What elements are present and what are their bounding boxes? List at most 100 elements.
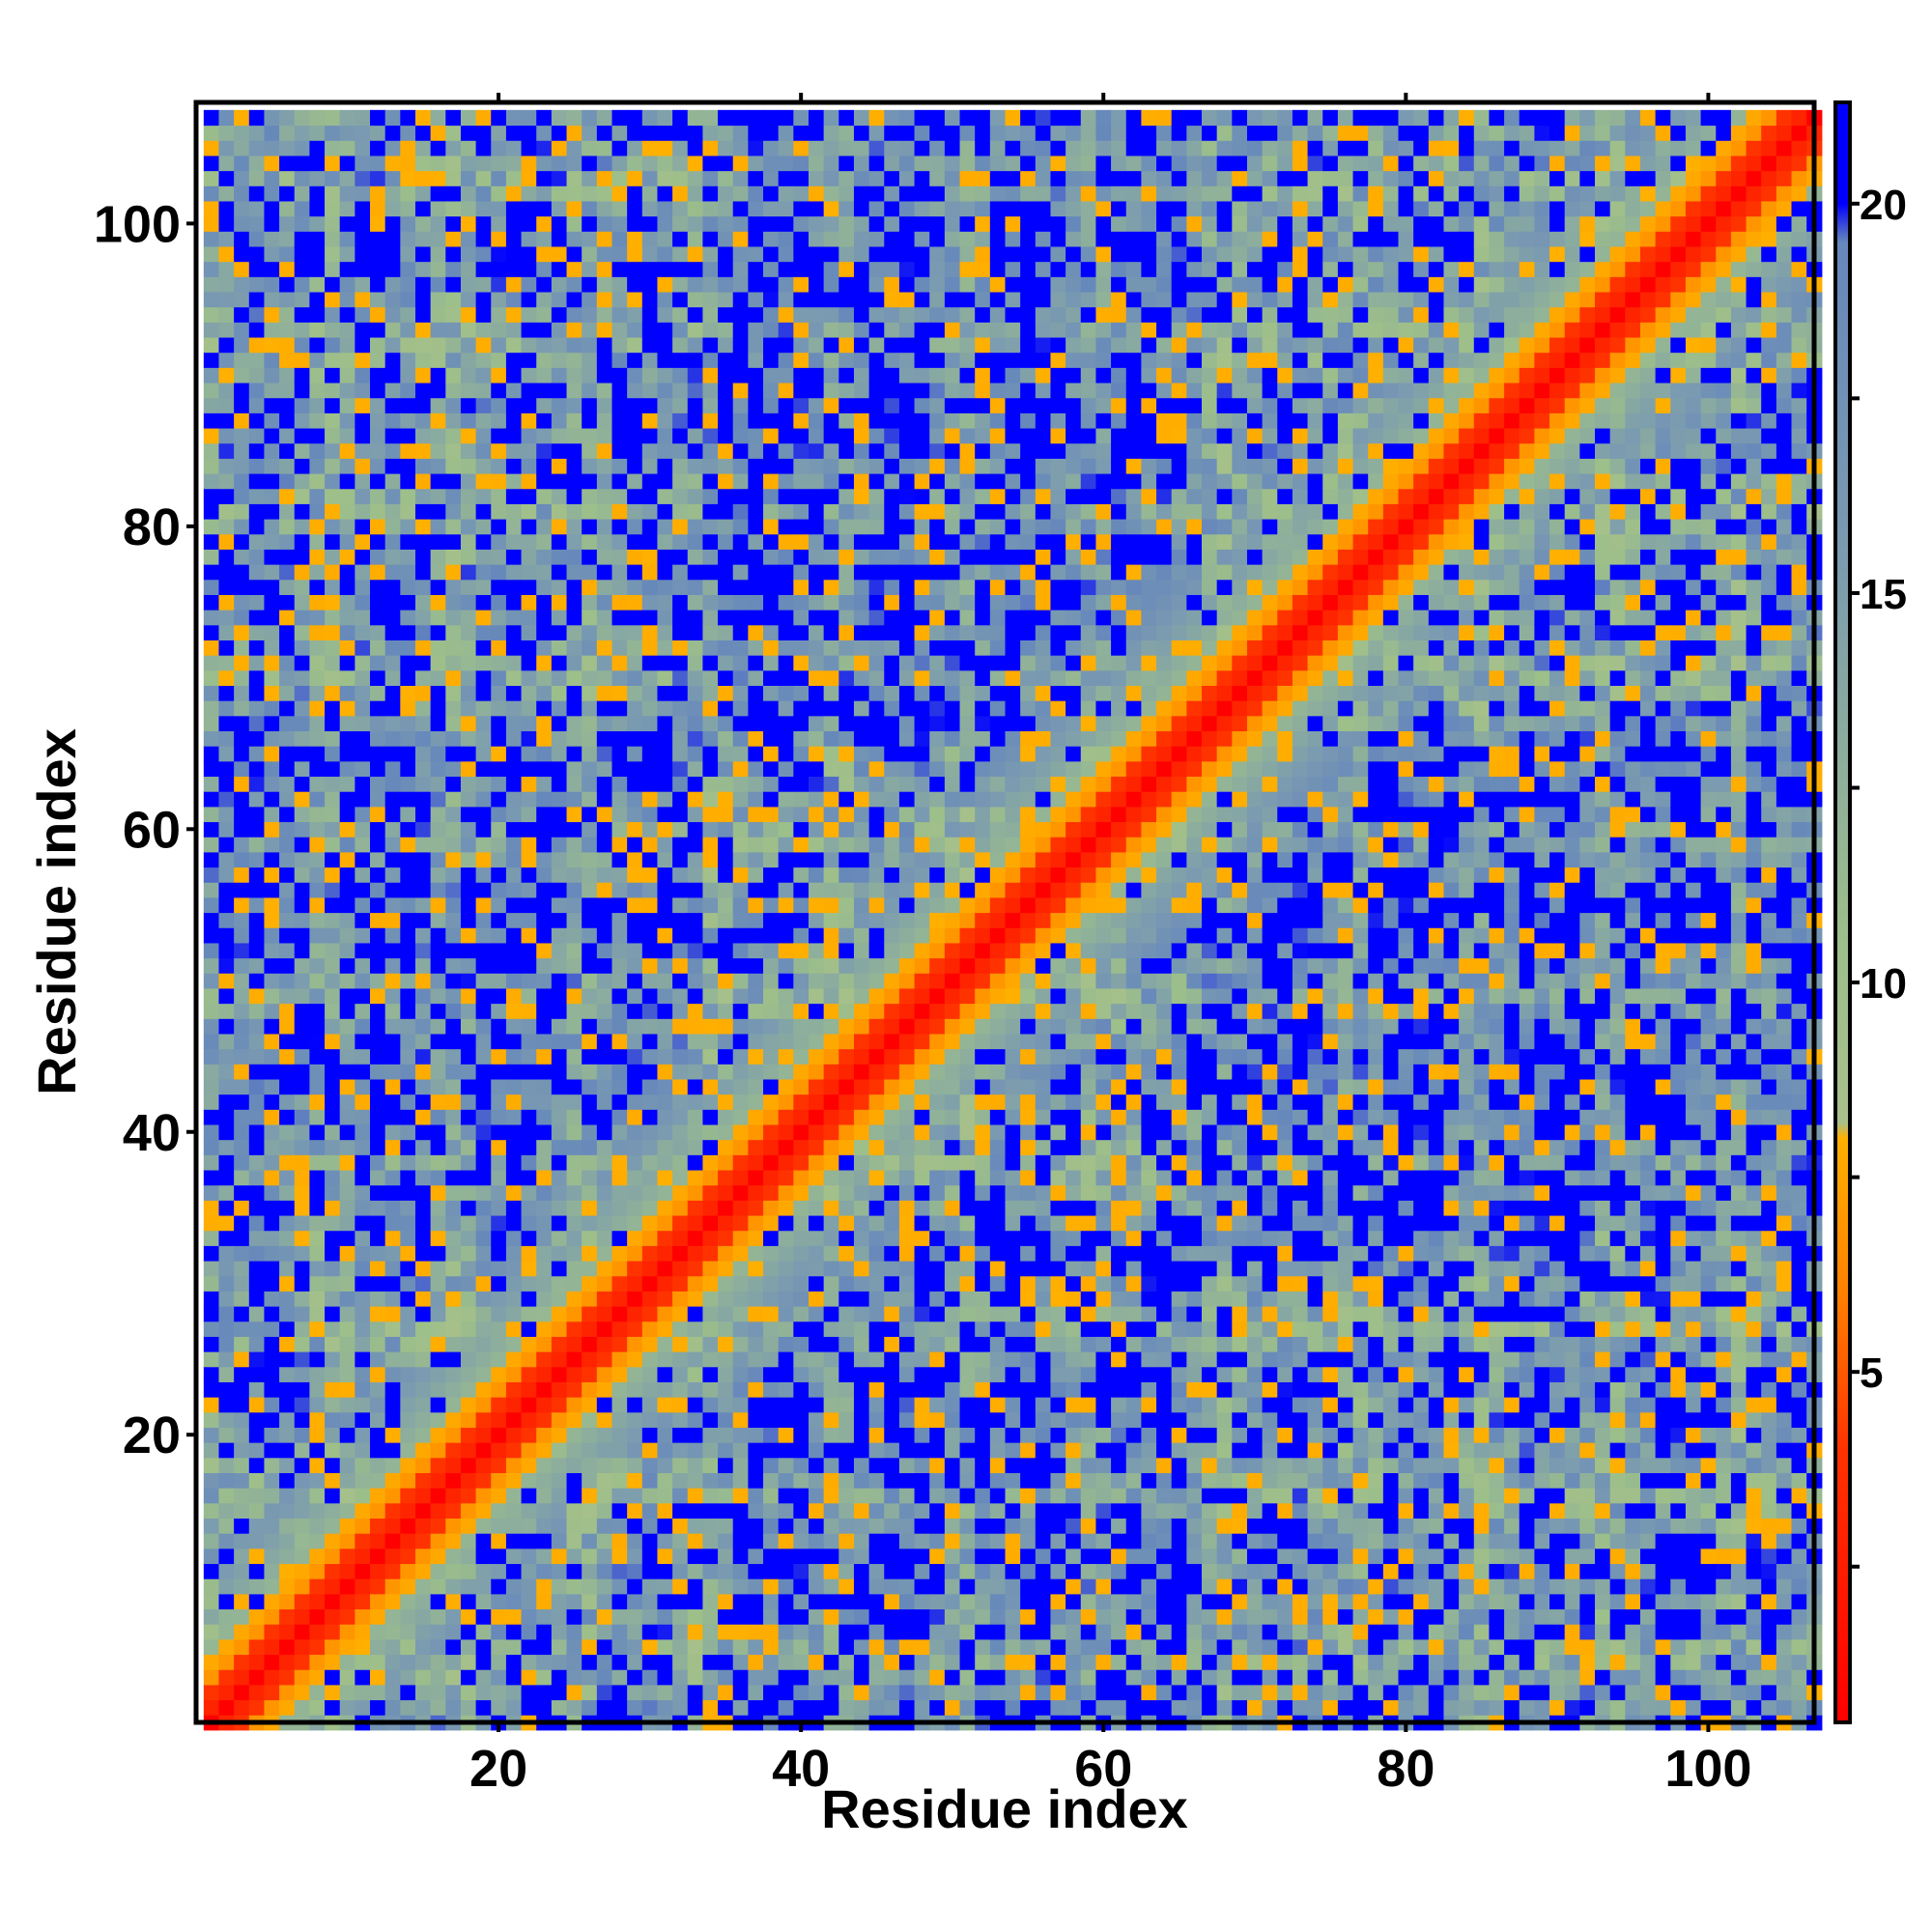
heatmap-cell: [264, 367, 280, 384]
heatmap-cell: [521, 730, 537, 747]
heatmap-cell: [279, 957, 296, 974]
heatmap-cell: [687, 1699, 704, 1716]
heatmap-cell: [400, 1457, 416, 1473]
heatmap-cell: [884, 1064, 900, 1080]
heatmap-cell: [763, 519, 780, 535]
heatmap-cell: [475, 669, 492, 686]
heatmap-cell: [339, 200, 355, 217]
heatmap-cell: [566, 1654, 582, 1670]
heatmap-cell: [279, 231, 296, 247]
heatmap-cell: [505, 896, 523, 914]
heatmap-cell: [491, 715, 507, 732]
heatmap-cell: [203, 760, 220, 778]
heatmap-cell: [505, 125, 523, 141]
heatmap-cell: [672, 896, 689, 914]
heatmap-cell: [748, 442, 764, 459]
heatmap-cell: [325, 427, 341, 444]
heatmap-cell: [445, 1109, 462, 1125]
heatmap-cell: [566, 639, 582, 656]
heatmap-cell: [370, 564, 386, 581]
heatmap-cell: [430, 821, 446, 838]
heatmap-cell: [551, 806, 568, 823]
heatmap-cell: [582, 1638, 598, 1656]
heatmap-cell: [430, 322, 446, 338]
heatmap-cell: [414, 806, 432, 823]
heatmap-cell: [536, 322, 553, 338]
heatmap-cell: [853, 1321, 870, 1337]
heatmap-cell: [732, 1654, 749, 1670]
heatmap-cell: [702, 1123, 719, 1141]
heatmap-cell: [884, 973, 900, 989]
heatmap-cell: [475, 1033, 492, 1050]
heatmap-cell: [718, 1048, 734, 1065]
heatmap-cell: [248, 760, 266, 778]
heatmap-cell: [718, 276, 734, 293]
heatmap-cell: [868, 1669, 885, 1686]
heatmap-cell: [641, 821, 659, 838]
heatmap-cell: [657, 1291, 673, 1307]
heatmap-cell: [430, 306, 446, 323]
heatmap-cell: [718, 1200, 734, 1216]
heatmap-cell: [778, 610, 794, 626]
heatmap-cell: [491, 1533, 507, 1549]
heatmap-cell: [536, 1427, 553, 1443]
heatmap-cell: [763, 685, 780, 701]
heatmap-cell: [279, 610, 296, 626]
heatmap-cell: [884, 1169, 900, 1186]
heatmap-cell: [566, 1214, 582, 1232]
heatmap-cell: [868, 1351, 885, 1368]
heatmap-cell: [853, 639, 870, 656]
heatmap-cell: [445, 1669, 462, 1686]
heatmap-cell: [763, 245, 780, 263]
heatmap-cell: [264, 155, 280, 172]
heatmap-cell: [460, 1123, 477, 1141]
heatmap-cell: [264, 896, 280, 914]
heatmap-cell: [445, 140, 462, 156]
heatmap-cell: [627, 276, 643, 293]
heatmap-cell: [203, 1109, 220, 1125]
heatmap-cell: [641, 594, 659, 611]
heatmap-cell: [627, 245, 643, 263]
heatmap-cell: [384, 957, 401, 974]
heatmap-cell: [264, 912, 280, 928]
heatmap-cell: [627, 231, 643, 247]
heatmap-cell: [657, 1033, 673, 1050]
heatmap-cell: [445, 806, 462, 823]
heatmap-cell: [582, 1123, 598, 1141]
heatmap-cell: [414, 1351, 432, 1368]
heatmap-cell: [611, 322, 628, 338]
heatmap-cell: [898, 730, 916, 747]
heatmap-cell: [793, 821, 810, 838]
heatmap-cell: [445, 549, 462, 565]
heatmap-cell: [445, 1275, 462, 1292]
heatmap-cell: [702, 1684, 719, 1701]
heatmap-cell: [778, 760, 794, 778]
heatmap-cell: [611, 1638, 628, 1656]
heatmap-cell: [460, 1502, 477, 1520]
heatmap-cell: [430, 942, 446, 959]
heatmap-cell: [838, 125, 855, 141]
heatmap-cell: [868, 1563, 885, 1579]
heatmap-cell: [384, 1427, 401, 1443]
heatmap-cell: [611, 245, 628, 263]
heatmap-cell: [672, 715, 689, 732]
heatmap-cell: [641, 896, 659, 914]
heatmap-cell: [718, 746, 734, 762]
heatmap-cell: [475, 245, 492, 263]
heatmap-cell: [475, 1321, 492, 1337]
heatmap-cell: [460, 1397, 477, 1413]
heatmap-cell: [203, 200, 220, 217]
heatmap-cell: [505, 472, 523, 490]
heatmap-cell: [505, 1306, 523, 1322]
heatmap-cell: [566, 1048, 582, 1065]
heatmap-cell: [460, 1624, 477, 1640]
heatmap-cell: [294, 1608, 310, 1625]
heatmap-cell: [702, 306, 719, 323]
heatmap-cell: [657, 1064, 673, 1080]
heatmap-cell: [748, 760, 764, 778]
heatmap-cell: [582, 367, 598, 384]
heatmap-cell: [355, 1578, 371, 1595]
heatmap-cell: [279, 276, 296, 293]
heatmap-cell: [884, 1699, 900, 1716]
heatmap-cell: [611, 579, 628, 595]
